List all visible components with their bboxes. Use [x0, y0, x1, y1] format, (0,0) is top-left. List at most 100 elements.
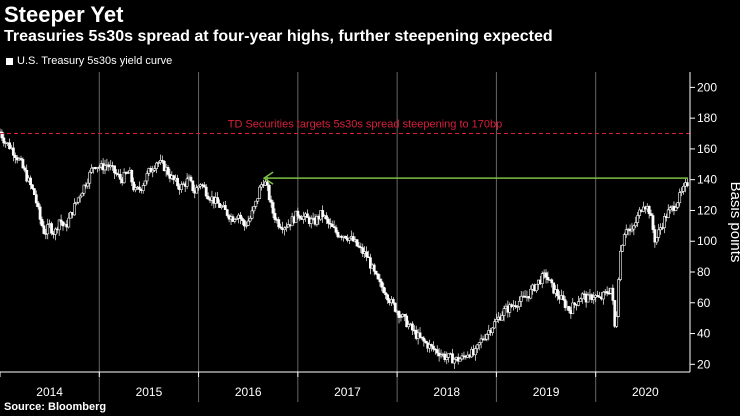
candle-body	[577, 301, 580, 306]
candle-body	[202, 184, 206, 188]
x-ticks: 2014 2015 2016 2017 2018 2019 2020	[0, 372, 659, 399]
candle-body	[216, 197, 220, 204]
candle-body	[368, 257, 372, 269]
x-tick-label: 2018	[433, 385, 460, 399]
candle-body	[248, 217, 252, 222]
x-tick-label: 2017	[334, 385, 361, 399]
candle-body	[330, 223, 334, 227]
candle-body	[372, 264, 376, 272]
candle-body	[596, 295, 599, 297]
candle-body	[491, 327, 494, 333]
y-tick-label: 120	[697, 203, 717, 217]
candle-body	[38, 206, 42, 220]
candle-body	[143, 180, 147, 186]
candle-body	[244, 225, 248, 227]
candle-body	[223, 205, 227, 210]
candle-body	[242, 220, 246, 227]
candle-body	[367, 256, 370, 258]
candle-body	[305, 213, 309, 218]
candle-body	[519, 295, 523, 302]
candle-body	[325, 215, 328, 220]
candle-body	[277, 219, 281, 228]
candle-body	[321, 210, 325, 218]
candle-body	[326, 218, 330, 224]
candle-body	[235, 217, 239, 220]
candle-body	[500, 315, 504, 321]
candle-body	[271, 202, 275, 214]
candle-body	[269, 199, 273, 203]
candle-body	[529, 288, 533, 299]
candle-body	[636, 215, 640, 223]
candle-body	[420, 336, 424, 339]
candle-body	[556, 289, 559, 297]
candle-body	[422, 337, 426, 342]
source-note: Source: Bloomberg	[4, 401, 107, 413]
candle-body	[483, 338, 487, 341]
candle-body	[634, 222, 638, 227]
candle-body	[103, 165, 107, 171]
candle-body	[82, 184, 86, 194]
candle-body	[571, 302, 575, 314]
candle-body	[580, 293, 584, 300]
candle-body	[206, 195, 210, 200]
candle-body	[649, 213, 653, 216]
year-dividers	[98, 72, 597, 402]
candle-body	[76, 197, 80, 203]
candle-body	[134, 187, 137, 191]
y-tick-label: 40	[697, 327, 711, 341]
candle-body	[2, 137, 6, 144]
candle-body	[391, 299, 395, 304]
candle-body	[32, 188, 36, 195]
candle-body	[19, 158, 23, 160]
candle-body	[195, 187, 199, 194]
candle-body	[474, 348, 477, 356]
candle-body	[443, 353, 447, 360]
candle-body	[601, 291, 605, 300]
candle-body	[141, 185, 145, 191]
candle-body	[279, 226, 283, 229]
candle-body	[78, 195, 82, 199]
candle-body	[328, 223, 332, 225]
candle-body	[309, 218, 313, 224]
candle-body	[668, 207, 672, 211]
candle-body	[218, 203, 221, 208]
candle-body	[355, 239, 359, 247]
candle-body	[452, 359, 456, 364]
x-tick-label: 2015	[136, 385, 163, 399]
candle-body	[651, 215, 655, 230]
candle-body	[273, 213, 277, 220]
candle-body	[386, 294, 389, 301]
legend-swatch	[6, 57, 13, 65]
candle-body	[61, 221, 65, 227]
candle-body	[86, 182, 90, 187]
candle-body	[8, 142, 11, 150]
candle-body	[179, 184, 183, 190]
candle-body	[393, 302, 397, 312]
candle-body	[34, 194, 38, 204]
candle-body	[254, 200, 258, 207]
candle-body	[231, 216, 235, 222]
candle-body	[204, 186, 208, 197]
candle-body	[546, 277, 550, 280]
candle-body	[430, 344, 433, 347]
candle-body	[424, 340, 428, 344]
candle-body	[407, 324, 410, 328]
candle-body	[447, 353, 451, 358]
candle-body	[157, 162, 160, 164]
y-tick-label: 200	[697, 80, 717, 94]
candle-body	[659, 227, 662, 231]
candle-body	[613, 300, 617, 327]
x-tick-label: 2016	[235, 385, 262, 399]
candle-body	[336, 232, 340, 238]
candle-body	[493, 321, 496, 329]
candle-body	[418, 332, 422, 338]
y-ticks: 20 40 60 80 100 120 140 160 180 200	[690, 80, 717, 371]
candle-body	[13, 155, 17, 158]
candle-body	[220, 206, 223, 208]
candle-body	[25, 169, 29, 182]
candle-body	[361, 247, 365, 254]
arrow-head	[262, 171, 274, 185]
candle-body	[514, 305, 517, 307]
candle-body	[451, 353, 454, 364]
candle-body	[132, 181, 136, 191]
